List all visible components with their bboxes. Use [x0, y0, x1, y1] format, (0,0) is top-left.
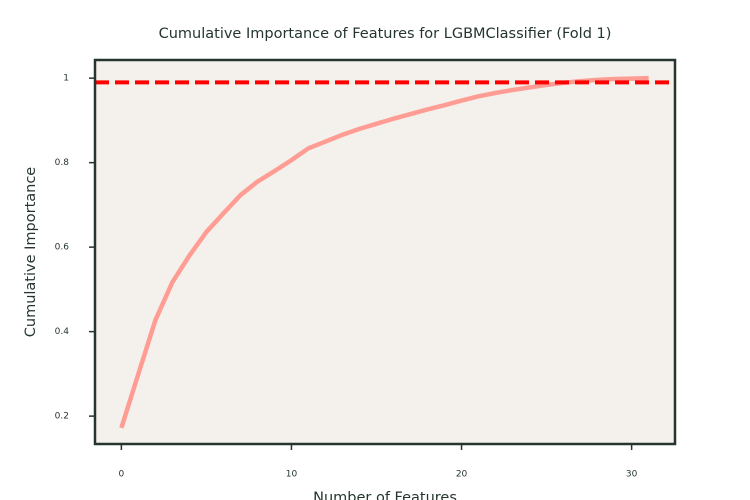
y-tick-label: 0.2 — [55, 412, 69, 422]
x-tick-label: 0 — [118, 470, 124, 480]
y-tick-label: 0.4 — [55, 327, 70, 337]
x-tick-label: 10 — [286, 470, 298, 480]
x-tick-label: 20 — [456, 470, 468, 480]
chart-title: Cumulative Importance of Features for LG… — [159, 26, 612, 42]
y-tick-label: 0.8 — [55, 158, 70, 168]
axes-frame — [93, 58, 677, 446]
y-tick-label: 0.6 — [55, 243, 70, 253]
plot-area — [95, 60, 675, 444]
x-tick-label: 30 — [626, 470, 638, 480]
x-axis-label: Number of Features — [313, 490, 457, 500]
y-axis-label: Cumulative Importance — [23, 167, 39, 338]
y-tick-label: 1 — [63, 74, 69, 84]
